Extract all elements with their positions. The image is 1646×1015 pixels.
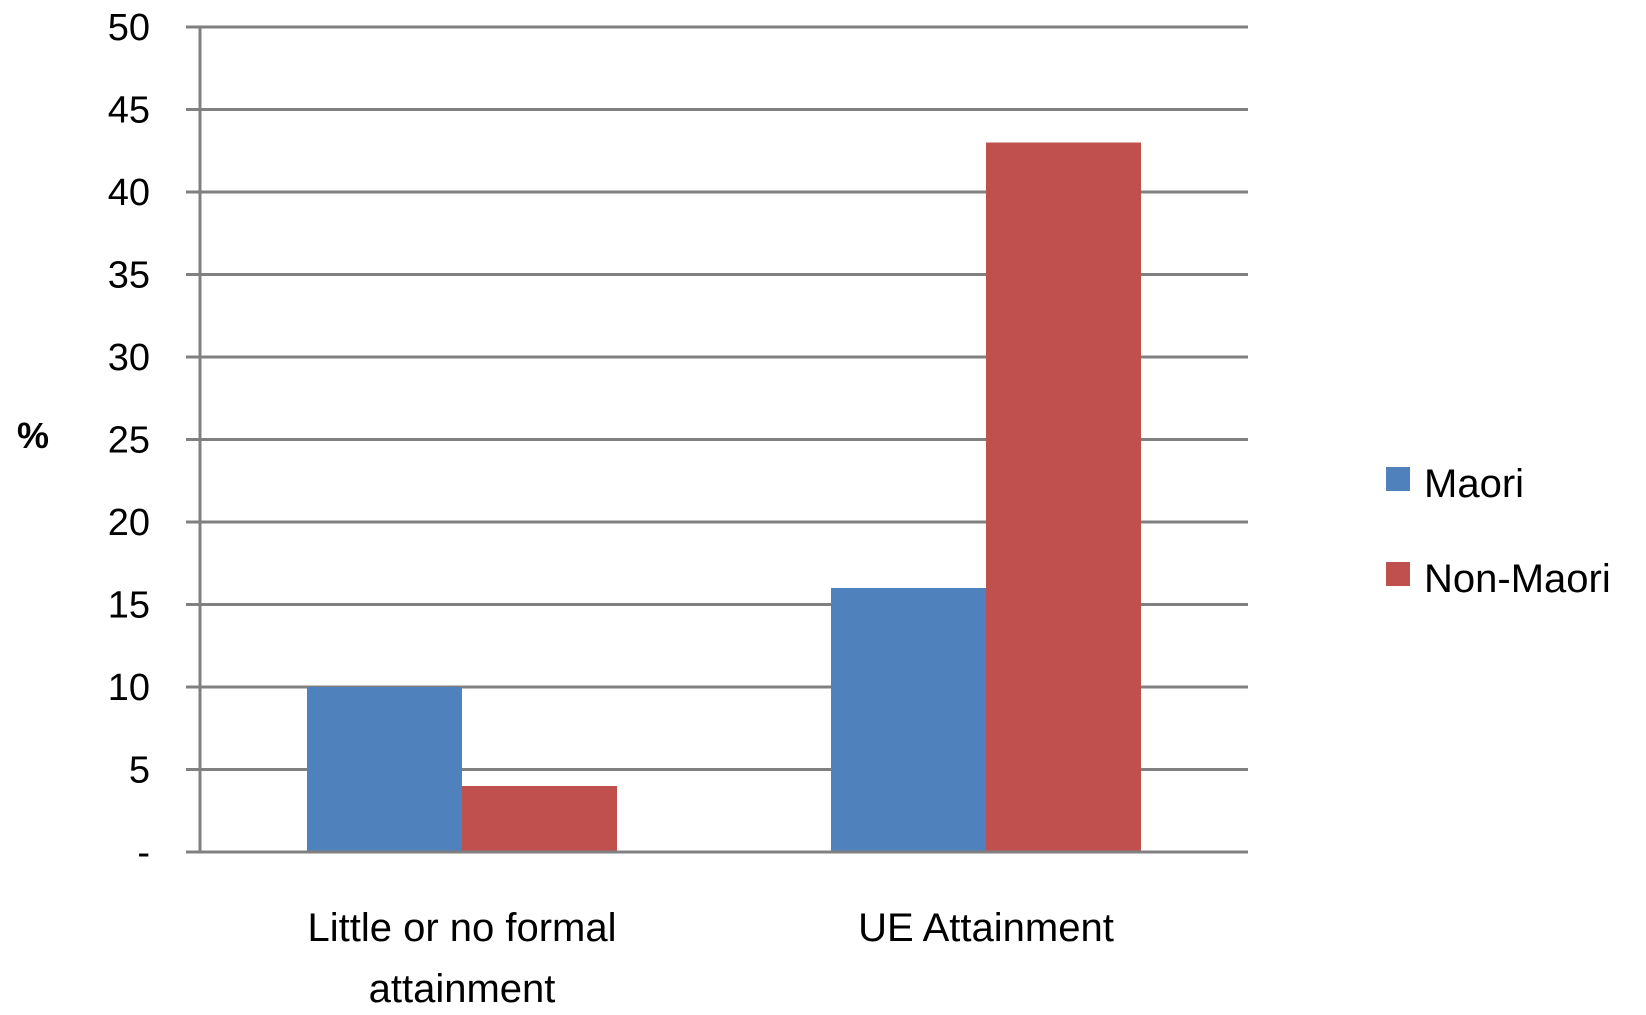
y-tick-label: - bbox=[137, 832, 150, 874]
legend: Maori Non-Maori bbox=[1386, 462, 1611, 601]
y-tick-label: 40 bbox=[108, 172, 150, 214]
axes bbox=[186, 27, 1248, 854]
y-tick-label: 30 bbox=[108, 337, 150, 379]
y-tick-label: 10 bbox=[108, 667, 150, 709]
y-tick-label: 20 bbox=[108, 502, 150, 544]
bar-maori bbox=[307, 687, 462, 852]
bar-non-maori bbox=[986, 142, 1141, 852]
legend-swatch bbox=[1386, 467, 1410, 491]
y-tick-label: 35 bbox=[108, 255, 150, 297]
legend-label: Non-Maori bbox=[1424, 557, 1611, 601]
y-tick-label: 25 bbox=[108, 420, 150, 462]
bar-non-maori bbox=[462, 786, 617, 852]
category-labels: Little or no formal attainment UE Attainme… bbox=[307, 906, 1113, 1011]
category-label: UE Attainment bbox=[858, 906, 1114, 950]
legend-swatch bbox=[1386, 562, 1410, 586]
y-tick-label: 15 bbox=[108, 585, 150, 627]
bars bbox=[307, 142, 1141, 852]
category-label: Little or no formal bbox=[307, 906, 616, 950]
y-tick-labels: - 5 10 15 20 25 30 35 40 45 50 bbox=[108, 7, 150, 874]
y-axis-label: % bbox=[17, 415, 49, 456]
y-tick-label: 50 bbox=[108, 7, 150, 49]
category-label: attainment bbox=[369, 967, 556, 1011]
legend-label: Maori bbox=[1424, 462, 1524, 506]
y-tick-label: 45 bbox=[108, 90, 150, 132]
bar-maori bbox=[831, 588, 986, 852]
y-tick-label: 5 bbox=[129, 750, 150, 792]
